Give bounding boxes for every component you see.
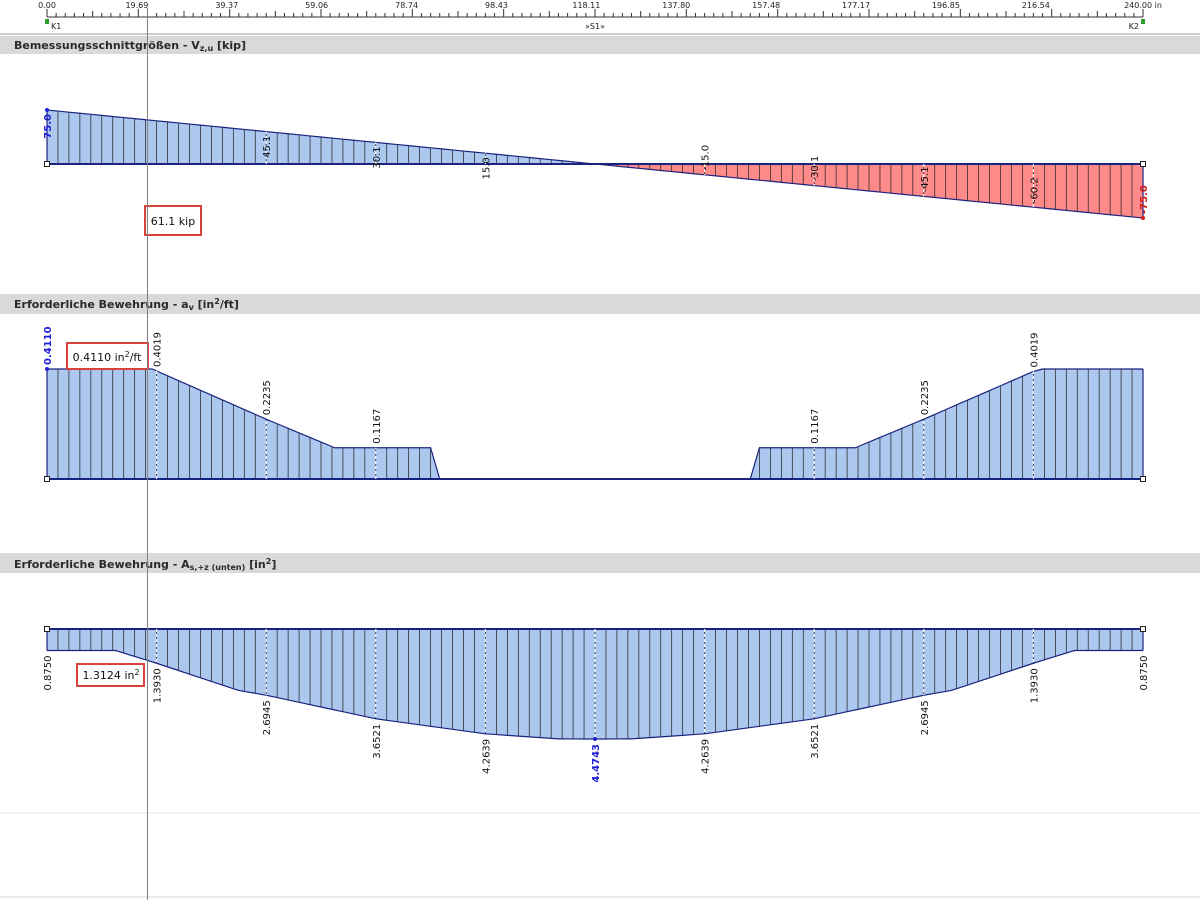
ruler-tick-label: 0.00 — [38, 1, 56, 10]
value-callout: 0.4110 in2/ft — [66, 342, 149, 370]
value-label: 0.2235 — [262, 380, 273, 415]
member-label: »S1» — [585, 22, 605, 31]
extreme-marker — [45, 367, 49, 371]
callout-box — [66, 342, 149, 370]
value-label: 4.2639 — [701, 739, 712, 774]
panel-title: Bemessungsschnittgrößen - Vz,u [kip] — [14, 39, 246, 53]
extreme-marker — [593, 737, 597, 741]
extreme-marker — [1141, 216, 1145, 220]
ruler-tick-label: 177.17 — [842, 1, 870, 10]
panel-title: Erforderliche Bewehrung - As,+z (unten) … — [14, 557, 276, 572]
ruler-tick-label: 216.54 — [1022, 1, 1050, 10]
value-label: 2.6945 — [920, 700, 931, 735]
ruler-tick-labels: 0.00 19.69 39.37 59.06 78.74 98.43 118.11 137.8… — [38, 1, 1162, 10]
value-label: 4.2639 — [481, 739, 492, 774]
value-label: 30.1 — [372, 146, 383, 168]
panel-longitudinal-reinforcement: Erforderliche Bewehrung - As,+z (unten) … — [0, 553, 1200, 783]
value-label: 0.2235 — [920, 380, 931, 415]
ruler-tick-label: 98.43 — [485, 1, 508, 10]
value-label: -45.1 — [920, 167, 931, 193]
plot-area: 0.8750 1.3930 2.6945 3.6521 4.2639 4.4743 4.26… — [43, 626, 1150, 783]
panel-shear-reinforcement: Erforderliche Bewehrung - av [in2/ft] 0.… — [0, 294, 1200, 482]
ruler-tick-label: 137.80 — [662, 1, 690, 10]
callout-box — [144, 205, 202, 236]
node-marker-icon — [1141, 19, 1145, 24]
value-label: -30.1 — [810, 156, 821, 182]
value-label: -75.0 — [1139, 185, 1150, 214]
value-label: -15.0 — [701, 145, 712, 171]
callout-box — [76, 663, 145, 687]
node-square-icon — [44, 626, 50, 632]
value-label: 15.0 — [481, 157, 492, 179]
node-square-icon — [1140, 161, 1146, 167]
value-label: 45.1 — [262, 136, 273, 158]
ruler-tick-label: 19.69 — [125, 1, 148, 10]
plot-area: 0.4110 0.4019 0.2235 0.1167 0.1167 0.2235 0.40… — [43, 326, 1146, 482]
value-label: 0.4110 — [43, 326, 54, 365]
node-label-left: K1 — [51, 22, 61, 31]
value-label: 0.8750 — [1139, 656, 1150, 691]
ruler-tick-label: 240.00 in — [1124, 1, 1162, 10]
ruler-tick-label: 39.37 — [215, 1, 238, 10]
value-label: 0.1167 — [372, 409, 383, 444]
node-square-icon — [44, 476, 50, 482]
ruler-tick-label: 59.06 — [305, 1, 328, 10]
panel-title: Erforderliche Bewehrung - av [in2/ft] — [14, 297, 239, 312]
node-square-icon — [44, 161, 50, 167]
node-square-icon — [1140, 476, 1146, 482]
extreme-marker — [45, 108, 49, 112]
value-label: 4.4743 — [591, 744, 602, 783]
value-label: 3.6521 — [372, 724, 383, 759]
value-label: 75.0 — [43, 114, 54, 139]
panel-header — [0, 36, 1200, 54]
value-label: 1.3930 — [153, 668, 164, 703]
value-label: 1.3930 — [1029, 668, 1040, 703]
panel-shear-force: Bemessungsschnittgrößen - Vz,u [kip] 75.… — [0, 36, 1200, 236]
value-label: -60.2 — [1029, 177, 1040, 203]
value-label: 2.6945 — [262, 700, 273, 735]
plot-area: 75.0 45.1 30.1 15.0 -15.0 -30.1 -45.1 -60.2 -75.… — [43, 108, 1150, 220]
ruler-tick-label: 157.48 — [752, 1, 780, 10]
callout-text: 0.4110 in2/ft — [73, 350, 143, 364]
callout-text: 1.3124 in2 — [82, 668, 139, 682]
panel-header — [0, 294, 1200, 314]
node-square-icon — [1140, 626, 1146, 632]
value-label: 0.1167 — [810, 409, 821, 444]
value-label: 0.8750 — [43, 656, 54, 691]
value-callout: 61.1 kip — [144, 205, 202, 236]
ruler-tick-label: 118.11 — [572, 1, 600, 10]
value-label: 3.6521 — [810, 724, 821, 759]
value-label: 0.4019 — [153, 332, 164, 367]
ruler-tick-label: 196.85 — [932, 1, 960, 10]
ruler-tick-label: 78.74 — [395, 1, 418, 10]
value-label: 0.4019 — [1029, 332, 1040, 367]
value-callout: 1.3124 in2 — [76, 663, 145, 687]
ruler-ticks — [46, 9, 1144, 17]
node-label-right: K2 — [1129, 22, 1139, 31]
node-marker-icon — [45, 19, 49, 24]
panel-header — [0, 553, 1200, 573]
callout-text: 61.1 kip — [151, 215, 195, 228]
ruler: 0.00 19.69 39.37 59.06 78.74 98.43 118.11 137.8… — [0, 0, 1200, 35]
